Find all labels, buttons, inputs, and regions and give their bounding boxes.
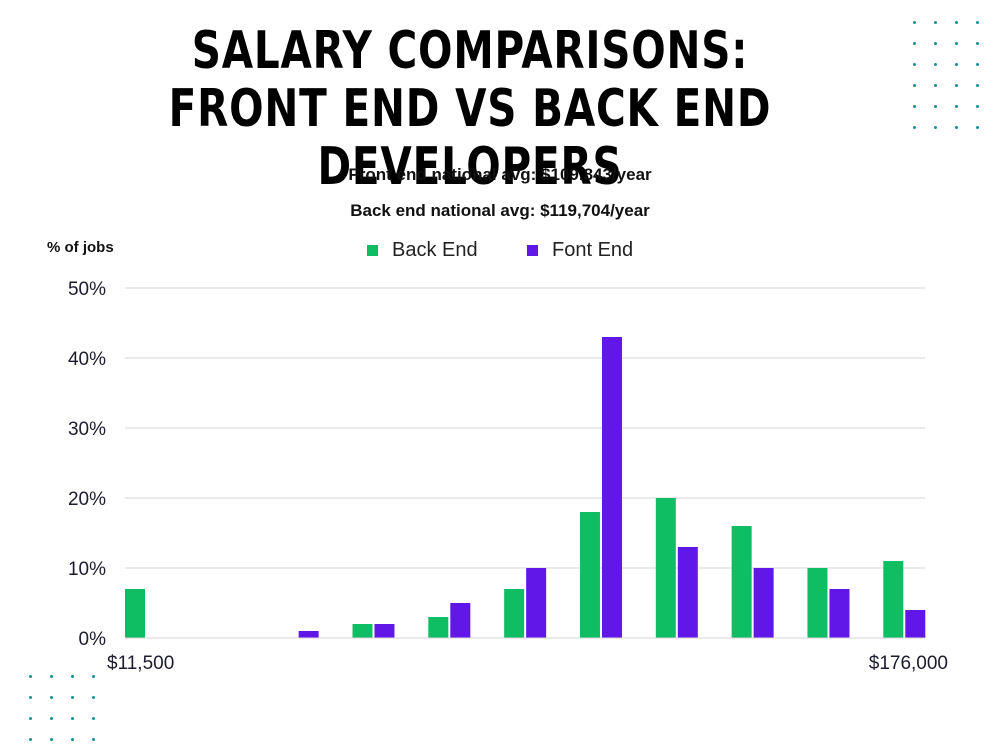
decorative-dot — [29, 696, 32, 699]
decorative-dot — [934, 42, 937, 45]
bar-front-end — [374, 624, 395, 638]
decorative-dot — [955, 42, 958, 45]
decorative-dot — [934, 126, 937, 129]
bar-front-end — [450, 603, 471, 638]
y-tick-label: 40% — [68, 349, 106, 370]
bar-front-end — [905, 610, 926, 638]
y-tick-label: 30% — [68, 419, 106, 440]
decorative-dot — [92, 696, 95, 699]
bar-front-end — [753, 568, 774, 638]
decorative-dot — [71, 738, 74, 741]
bar-front-end — [298, 631, 319, 638]
y-tick-label: 10% — [68, 559, 106, 580]
decorative-dot — [71, 696, 74, 699]
decorative-dot — [955, 21, 958, 24]
decorative-dot — [934, 21, 937, 24]
bar-front-end — [526, 568, 547, 638]
front-end-average-subtitle: Front end national avg: $109.843/year — [348, 165, 652, 184]
decorative-dot — [50, 717, 53, 720]
decorative-dot — [934, 105, 937, 108]
decorative-dot — [934, 84, 937, 87]
decorative-dot — [976, 21, 979, 24]
decorative-dot — [71, 675, 74, 678]
x-axis-end-label: $176,000 — [869, 653, 948, 674]
bar-back-end — [807, 568, 828, 638]
decorative-dot — [71, 717, 74, 720]
decorative-dot — [955, 105, 958, 108]
bar-back-end — [883, 561, 904, 638]
y-tick-label: 20% — [68, 489, 106, 510]
decorative-dot — [913, 105, 916, 108]
bar-back-end — [428, 617, 449, 638]
decorative-dot — [29, 717, 32, 720]
decorative-dot — [29, 738, 32, 741]
decorative-dot — [50, 738, 53, 741]
legend-item-front-end: Font End — [527, 238, 633, 262]
page-title: SALARY COMPARISONS: FRONT END VS BACK EN… — [168, 21, 772, 197]
legend-item-back-end: Back End — [367, 238, 478, 262]
legend-swatch-back-end — [367, 245, 378, 256]
decorative-dot — [955, 63, 958, 66]
decorative-dot — [913, 84, 916, 87]
decorative-dot — [29, 675, 32, 678]
decorative-dot — [934, 63, 937, 66]
bar-back-end — [731, 526, 752, 638]
bar-front-end — [677, 547, 698, 638]
legend-label-back-end: Back End — [392, 239, 478, 261]
bar-back-end — [579, 512, 600, 638]
bar-back-end — [125, 589, 145, 638]
decorative-dot — [92, 717, 95, 720]
decorative-dot — [976, 105, 979, 108]
decorative-dot — [913, 63, 916, 66]
legend-label-front-end: Font End — [552, 239, 634, 261]
decorative-dot — [92, 738, 95, 741]
decorative-dot — [976, 42, 979, 45]
decorative-dot — [50, 675, 53, 678]
bar-front-end — [601, 337, 622, 638]
decorative-dot — [92, 675, 95, 678]
x-axis-start-label: $11,500 — [107, 653, 174, 674]
decorative-dot — [913, 42, 916, 45]
back-end-average-subtitle: Back end national avg: $119,704/year — [350, 201, 650, 220]
decorative-dot — [976, 63, 979, 66]
y-tick-label: 0% — [79, 629, 107, 650]
bar-back-end — [504, 589, 525, 638]
decorative-dot — [955, 126, 958, 129]
y-axis-label: % of jobs — [47, 239, 114, 256]
legend-swatch-front-end — [527, 245, 538, 256]
decorative-dot — [50, 696, 53, 699]
decorative-dot — [913, 126, 916, 129]
decorative-dot — [976, 126, 979, 129]
decorative-dot — [976, 84, 979, 87]
bar-back-end — [352, 624, 373, 638]
decorative-dot — [913, 21, 916, 24]
decorative-dot — [955, 84, 958, 87]
bar-back-end — [655, 498, 676, 638]
bar-front-end — [829, 589, 850, 638]
y-tick-label: 50% — [68, 279, 106, 300]
